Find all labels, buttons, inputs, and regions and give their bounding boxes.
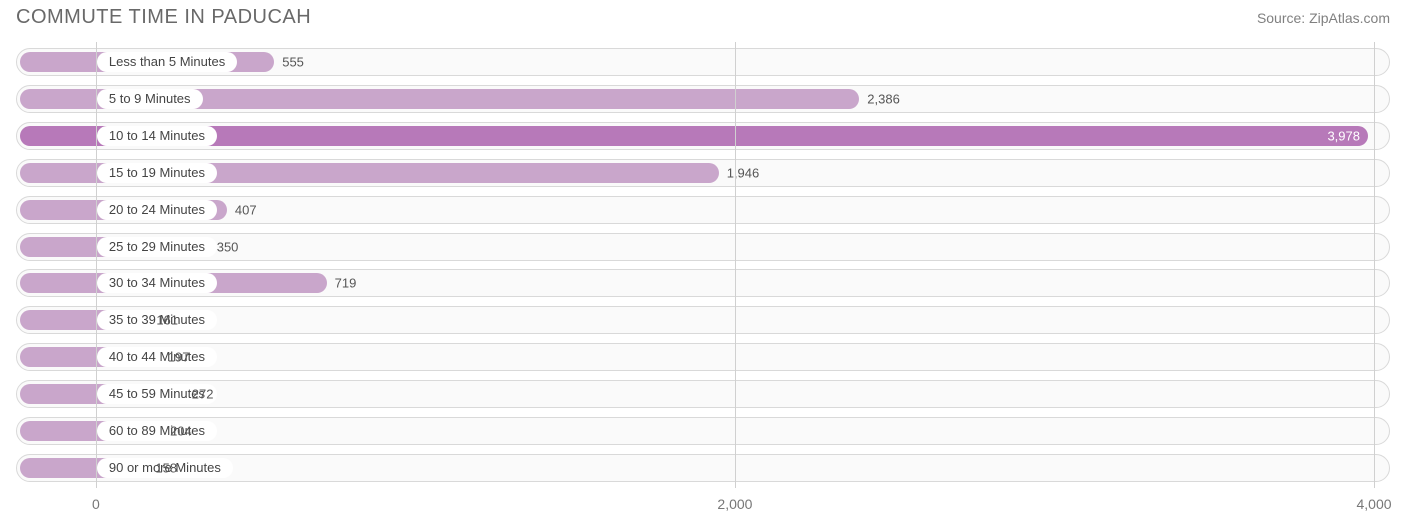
bar-track: 30 to 34 Minutes 719 <box>16 269 1390 297</box>
gridline <box>735 42 736 488</box>
bar-track: 40 to 44 Minutes197 <box>16 343 1390 371</box>
bar-track: 15 to 19 Minutes 1,946 <box>16 159 1390 187</box>
chart-plot-area: Less than 5 Minutes 555 5 to 9 Minutes 2,38… <box>16 42 1390 488</box>
bar-track: 90 or more Minutes 158 <box>16 454 1390 482</box>
bar-track: 5 to 9 Minutes 2,386 <box>16 85 1390 113</box>
bar-value-label: 272 <box>192 386 214 401</box>
x-tick-label: 2,000 <box>717 496 752 512</box>
bar: 40 to 44 Minutes <box>20 347 160 367</box>
bar-track: 45 to 59 Minutes 272 <box>16 380 1390 408</box>
bar-value-label: 719 <box>335 276 357 291</box>
bar-value-label: 1,946 <box>727 165 760 180</box>
chart-bars-container: Less than 5 Minutes 555 5 to 9 Minutes 2,38… <box>16 42 1390 488</box>
bar-category-label: 60 to 89 Minutes <box>97 421 217 441</box>
bar-value-label: 158 <box>155 460 177 475</box>
x-tick-label: 0 <box>92 496 100 512</box>
chart-header: COMMUTE TIME IN PADUCAH Source: ZipAtlas… <box>0 0 1406 39</box>
gridline <box>1374 42 1375 488</box>
bar: 15 to 19 Minutes <box>20 163 719 183</box>
bar-value-label: 555 <box>282 55 304 70</box>
bar-value-label: 204 <box>170 423 192 438</box>
bar-value-label: 197 <box>168 350 190 365</box>
bar-value-label: 2,386 <box>867 92 900 107</box>
bar: 5 to 9 Minutes <box>20 89 859 109</box>
bar-category-label: 25 to 29 Minutes <box>97 237 217 257</box>
bar-track: 25 to 29 Minutes350 <box>16 233 1390 261</box>
bar-track: 10 to 14 Minutes 3,978 <box>16 122 1390 150</box>
bar: 60 to 89 Minutes <box>20 421 162 441</box>
bar: 20 to 24 Minutes <box>20 200 227 220</box>
gridline <box>96 42 97 488</box>
bar-track: 35 to 39 Minutes 161 <box>16 306 1390 334</box>
bar-category-label: 40 to 44 Minutes <box>97 347 217 367</box>
x-tick-label: 4,000 <box>1356 496 1391 512</box>
chart-source: Source: ZipAtlas.com <box>1257 10 1390 26</box>
bar-category-label: 30 to 34 Minutes <box>97 273 217 293</box>
bar: 30 to 34 Minutes <box>20 273 327 293</box>
bar-category-label: 20 to 24 Minutes <box>97 200 217 220</box>
bar-value-label: 3,978 <box>1327 129 1360 144</box>
chart-x-axis: 0 2,000 4,000 <box>16 490 1390 522</box>
bar-track: 60 to 89 Minutes204 <box>16 417 1390 445</box>
bar-category-label: 5 to 9 Minutes <box>97 89 203 109</box>
bar: 45 to 59 Minutes <box>20 384 184 404</box>
chart-title: COMMUTE TIME IN PADUCAH <box>16 6 311 29</box>
bar: 35 to 39 Minutes <box>20 310 148 330</box>
bar: 25 to 29 Minutes <box>20 237 209 257</box>
bar: Less than 5 Minutes <box>20 52 274 72</box>
bar-track: Less than 5 Minutes 555 <box>16 48 1390 76</box>
bar-track: 20 to 24 Minutes 407 <box>16 196 1390 224</box>
bar-value-label: 407 <box>235 202 257 217</box>
bar-category-label: 15 to 19 Minutes <box>97 163 217 183</box>
bar: 10 to 14 Minutes 3,978 <box>20 126 1368 146</box>
bar-value-label: 350 <box>217 239 239 254</box>
bar-category-label: Less than 5 Minutes <box>97 52 237 72</box>
bar: 90 or more Minutes <box>20 458 147 478</box>
bar-category-label: 10 to 14 Minutes <box>97 126 217 146</box>
bar-value-label: 161 <box>156 313 178 328</box>
